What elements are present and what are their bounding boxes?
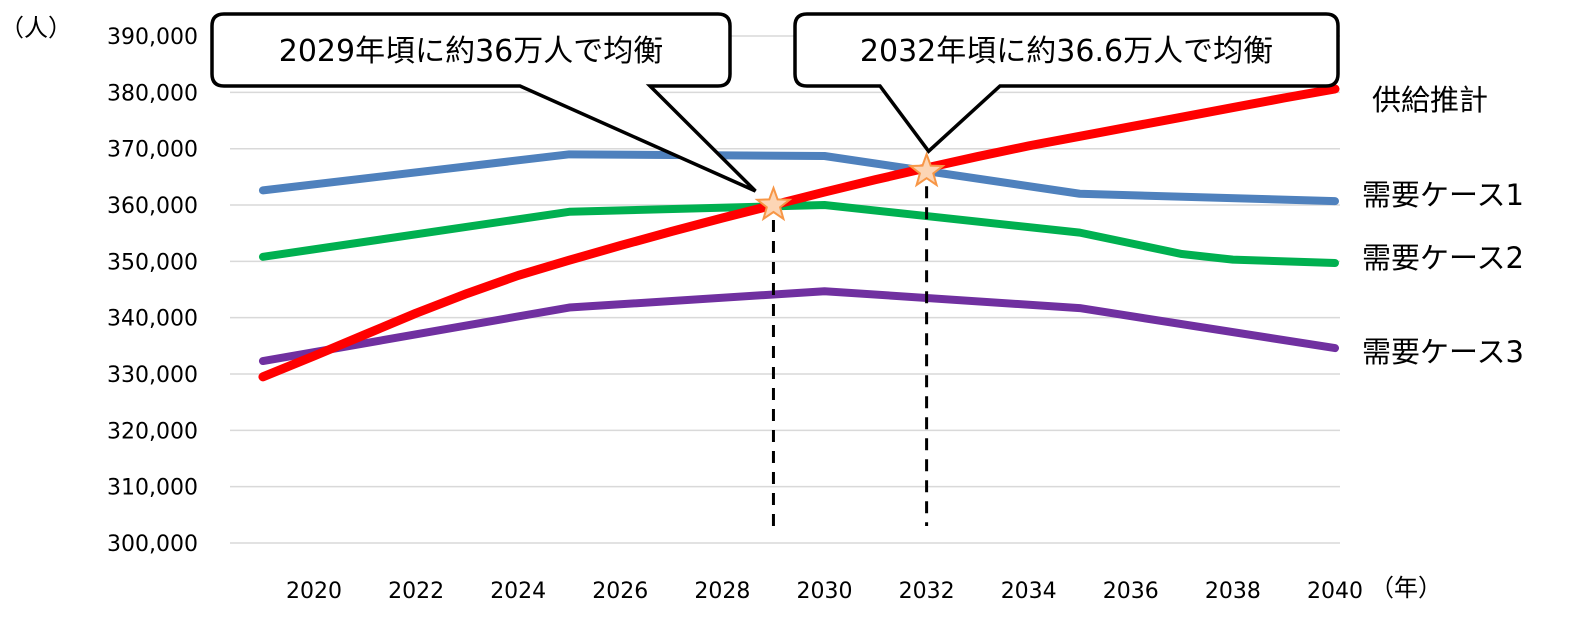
callout-text: 2029年頃に約36万人で均衡 (279, 34, 664, 69)
x-axis-label: （年） (1370, 574, 1442, 602)
series-line-3 (258, 287, 1339, 366)
x-tick-label: 2034 (1001, 579, 1057, 604)
star-marker (754, 185, 793, 222)
series-line-4 (258, 84, 1340, 382)
y-tick-label: 350,000 (107, 250, 198, 275)
y-tick-label: 370,000 (107, 138, 198, 163)
x-tick-label: 2032 (899, 579, 955, 604)
y-tick-label: 310,000 (107, 476, 198, 501)
callout-box (210, 12, 757, 193)
y-tick-label: 390,000 (107, 25, 198, 50)
y-tick-label: 380,000 (107, 81, 198, 106)
x-tick-label: 2040 (1307, 579, 1363, 604)
x-tick-label: 2026 (592, 579, 648, 604)
x-tick-label: 2036 (1103, 579, 1159, 604)
x-tick-label: 2024 (490, 579, 546, 604)
series-label: 供給推計 (1372, 83, 1488, 117)
x-tick-label: 2030 (797, 579, 853, 604)
y-tick-label: 360,000 (107, 194, 198, 219)
series-label: 需要ケース3 (1362, 335, 1524, 369)
y-tick-label: 300,000 (107, 532, 198, 557)
series-line-2 (258, 201, 1339, 268)
callout-box (793, 12, 1340, 154)
y-tick-label: 340,000 (107, 307, 198, 332)
x-tick-label: 2022 (388, 579, 444, 604)
callout-text: 2032年頃に約36.6万人で均衡 (860, 34, 1273, 69)
x-tick-label: 2028 (694, 579, 750, 604)
series-label: 需要ケース2 (1362, 241, 1524, 275)
x-tick-label: 2038 (1205, 579, 1261, 604)
x-tick-label: 2020 (286, 579, 342, 604)
series-label: 需要ケース1 (1362, 178, 1524, 212)
star-marker (907, 151, 946, 188)
y-tick-label: 320,000 (107, 419, 198, 444)
y-tick-label: 330,000 (107, 363, 198, 388)
y-axis-label: （人） (0, 14, 72, 42)
